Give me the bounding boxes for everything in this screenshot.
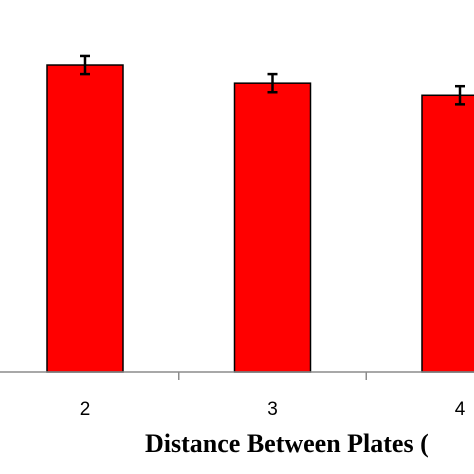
bar-4 xyxy=(421,94,474,373)
x-tick-labels: 2 3 4 xyxy=(80,399,466,420)
x-tick-label-3: 3 xyxy=(267,399,278,420)
bar-2 xyxy=(46,64,124,373)
error-bar-3 xyxy=(267,72,278,94)
x-axis-title: Distance Between Plates ( xyxy=(145,429,429,458)
x-tick-label-2: 2 xyxy=(80,399,91,420)
x-tick-label-4: 4 xyxy=(455,399,466,420)
error-bars-group xyxy=(80,54,465,106)
error-bar-4 xyxy=(455,84,465,106)
x-axis-ticks xyxy=(178,372,367,380)
bars-group xyxy=(46,64,474,373)
bar-3 xyxy=(233,82,312,373)
error-bar-2 xyxy=(80,54,90,76)
